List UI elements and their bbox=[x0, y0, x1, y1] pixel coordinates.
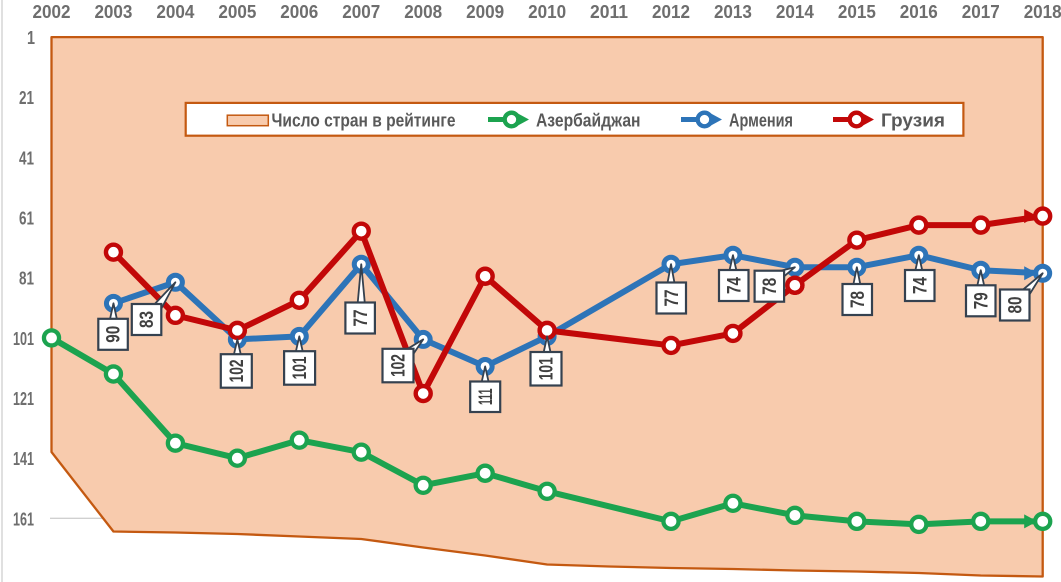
svg-text:61: 61 bbox=[19, 208, 34, 229]
svg-text:101: 101 bbox=[13, 328, 34, 349]
svg-text:141: 141 bbox=[13, 448, 34, 469]
svg-text:101: 101 bbox=[537, 357, 558, 380]
svg-text:77: 77 bbox=[662, 290, 683, 307]
svg-text:2018: 2018 bbox=[1024, 1, 1061, 22]
svg-text:102: 102 bbox=[389, 354, 410, 377]
svg-text:Армения: Армения bbox=[729, 109, 793, 130]
svg-text:2014: 2014 bbox=[776, 1, 815, 22]
svg-text:2006: 2006 bbox=[280, 1, 318, 22]
svg-text:Азербайджан: Азербайджан bbox=[536, 109, 641, 130]
svg-text:111: 111 bbox=[476, 388, 497, 405]
svg-text:2007: 2007 bbox=[342, 1, 380, 22]
svg-text:2015: 2015 bbox=[838, 1, 876, 22]
svg-text:90: 90 bbox=[104, 326, 125, 343]
svg-text:2003: 2003 bbox=[94, 1, 132, 22]
svg-text:74: 74 bbox=[910, 277, 931, 294]
svg-text:41: 41 bbox=[19, 147, 34, 168]
svg-text:2009: 2009 bbox=[466, 1, 504, 22]
svg-text:Грузия: Грузия bbox=[881, 109, 945, 130]
svg-text:2011: 2011 bbox=[590, 1, 628, 22]
svg-text:2013: 2013 bbox=[714, 1, 752, 22]
svg-text:1: 1 bbox=[27, 27, 35, 48]
svg-text:101: 101 bbox=[290, 356, 311, 379]
svg-text:2012: 2012 bbox=[652, 1, 690, 22]
svg-text:83: 83 bbox=[137, 311, 158, 328]
svg-text:2002: 2002 bbox=[33, 1, 71, 22]
svg-text:161: 161 bbox=[13, 508, 34, 529]
svg-text:2004: 2004 bbox=[156, 1, 195, 22]
svg-text:2017: 2017 bbox=[962, 1, 1000, 22]
svg-text:80: 80 bbox=[1005, 297, 1026, 314]
svg-text:121: 121 bbox=[13, 388, 34, 409]
svg-text:78: 78 bbox=[760, 278, 781, 295]
svg-text:102: 102 bbox=[227, 359, 248, 382]
svg-text:2008: 2008 bbox=[404, 1, 442, 22]
svg-text:74: 74 bbox=[724, 277, 745, 294]
svg-text:2016: 2016 bbox=[900, 1, 938, 22]
svg-text:2005: 2005 bbox=[218, 1, 256, 22]
svg-text:79: 79 bbox=[971, 292, 992, 309]
svg-text:77: 77 bbox=[351, 310, 372, 327]
svg-text:21: 21 bbox=[19, 87, 34, 108]
svg-text:78: 78 bbox=[848, 291, 869, 308]
svg-text:Число стран в рейтинге: Число стран в рейтинге bbox=[272, 109, 456, 130]
svg-text:81: 81 bbox=[19, 268, 34, 289]
svg-text:2010: 2010 bbox=[528, 1, 566, 22]
